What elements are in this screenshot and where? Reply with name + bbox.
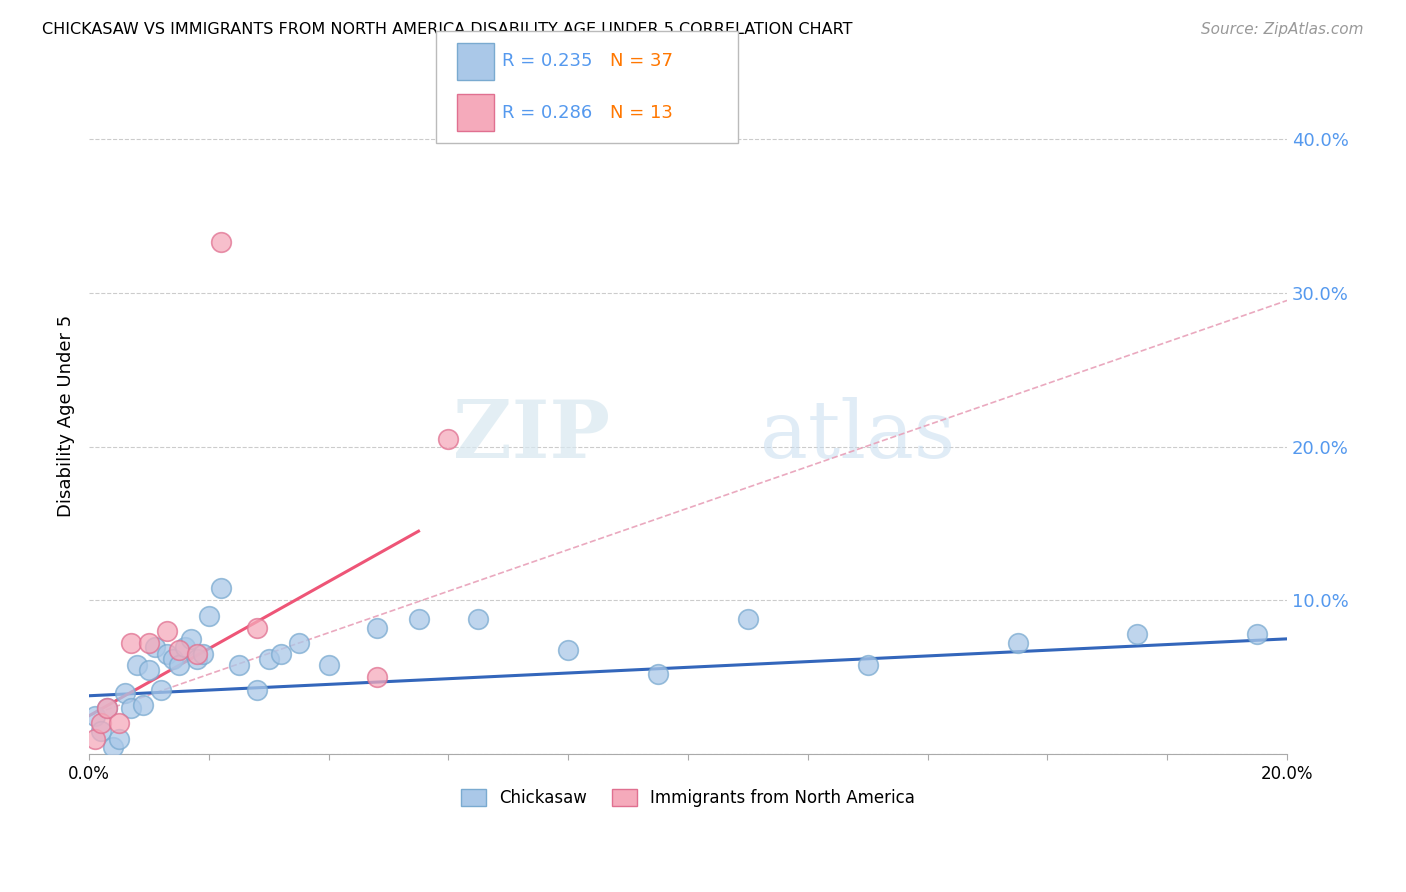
Point [257, 652, 280, 666]
Point [156, 647, 179, 661]
Point [108, 731, 131, 746]
Point [366, 670, 388, 684]
Point [856, 658, 879, 673]
Point [156, 624, 179, 639]
Point [1007, 636, 1029, 650]
Point [132, 698, 155, 712]
Point [96, 701, 118, 715]
Point [186, 652, 208, 666]
Point [90, 724, 112, 739]
Point [318, 658, 340, 673]
Point [84, 708, 107, 723]
Point [125, 658, 148, 673]
Text: Source: ZipAtlas.com: Source: ZipAtlas.com [1201, 22, 1364, 37]
Text: N = 37: N = 37 [610, 53, 673, 70]
Point [174, 640, 197, 654]
Point [228, 658, 250, 673]
Point [167, 658, 190, 673]
Text: R = 0.235: R = 0.235 [502, 53, 592, 70]
Point [120, 636, 142, 650]
Point [167, 642, 190, 657]
Point [557, 642, 579, 657]
Point [270, 647, 292, 661]
Y-axis label: Disability Age Under 5: Disability Age Under 5 [58, 315, 75, 517]
Point [138, 636, 160, 650]
Point [180, 632, 202, 646]
Point [467, 612, 489, 626]
Point [246, 682, 269, 697]
Point [186, 647, 208, 661]
Point [90, 716, 112, 731]
Point [143, 640, 166, 654]
Point [647, 667, 669, 681]
Text: CHICKASAW VS IMMIGRANTS FROM NORTH AMERICA DISABILITY AGE UNDER 5 CORRELATION CH: CHICKASAW VS IMMIGRANTS FROM NORTH AMERI… [42, 22, 852, 37]
Point [120, 701, 142, 715]
Point [198, 608, 221, 623]
Point [162, 652, 184, 666]
Point [246, 621, 269, 635]
Text: atlas: atlas [761, 397, 955, 475]
Point [287, 636, 309, 650]
Point [737, 612, 759, 626]
Point [114, 686, 136, 700]
Point [1126, 627, 1149, 641]
Point [366, 621, 388, 635]
Point [209, 235, 232, 249]
Point [96, 701, 118, 715]
Point [138, 663, 160, 677]
Text: N = 13: N = 13 [610, 103, 673, 121]
Point [84, 731, 107, 746]
Point [149, 682, 172, 697]
Text: ZIP: ZIP [453, 397, 610, 475]
Point [1246, 627, 1268, 641]
Point [191, 647, 214, 661]
Point [437, 432, 460, 446]
Point [209, 581, 232, 595]
Point [408, 612, 430, 626]
Point [101, 739, 124, 754]
Legend: Chickasaw, Immigrants from North America: Chickasaw, Immigrants from North America [454, 782, 922, 814]
Text: R = 0.286: R = 0.286 [502, 103, 592, 121]
Point [108, 716, 131, 731]
